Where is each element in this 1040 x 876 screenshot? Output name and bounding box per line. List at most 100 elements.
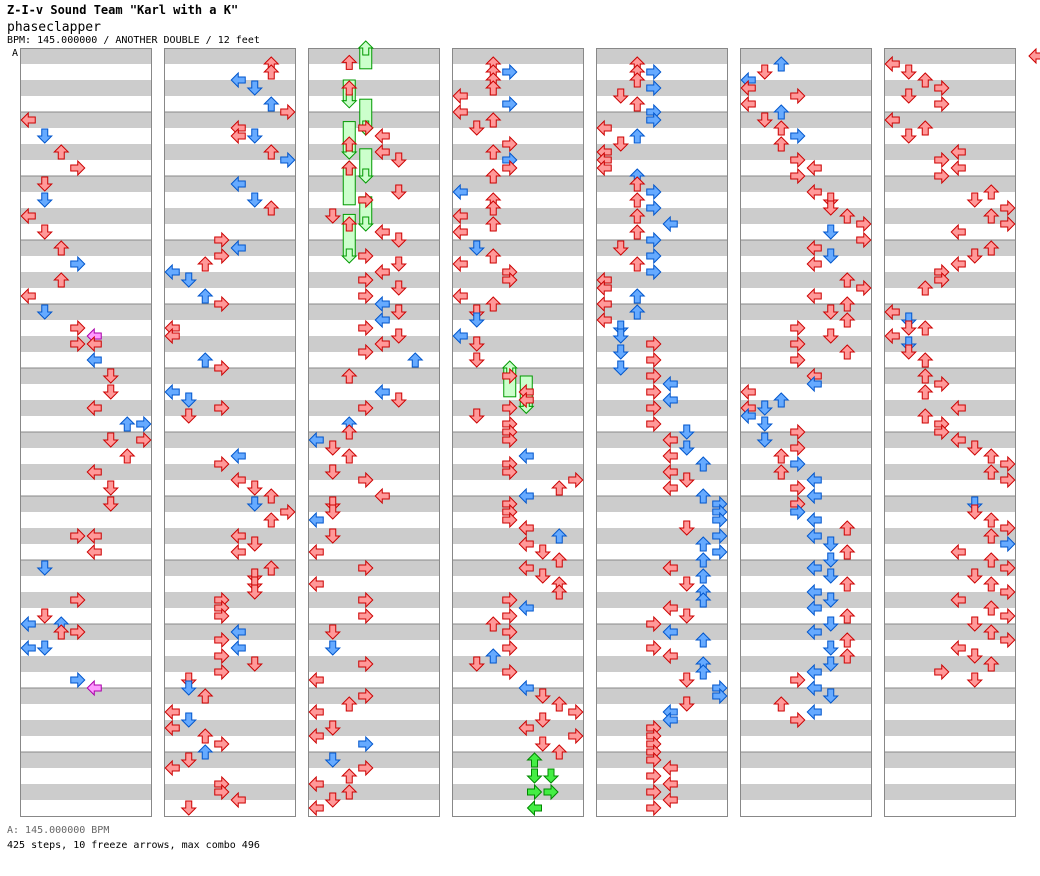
quarter-arrow	[839, 520, 856, 536]
beat-stripe	[308, 240, 440, 256]
quarter-arrow	[36, 176, 53, 192]
quarter-arrow	[197, 728, 214, 744]
quarter-arrow	[983, 528, 1000, 544]
quarter-arrow	[917, 352, 934, 368]
beat-stripe	[452, 336, 584, 352]
song-title: phaseclapper	[7, 20, 101, 35]
quarter-arrow	[900, 320, 917, 336]
beat-stripe	[596, 400, 728, 416]
beat-stripe	[740, 528, 872, 544]
beat-stripe	[596, 784, 728, 800]
eighth-arrow	[502, 95, 518, 113]
quarter-arrow	[358, 271, 374, 289]
eighth-arrow	[452, 327, 468, 345]
quarter-arrow	[246, 536, 263, 552]
beat-stripe	[308, 176, 440, 192]
quarter-arrow	[341, 424, 358, 440]
quarter-arrow	[934, 375, 950, 393]
beat-stripe	[884, 464, 1016, 480]
quarter-arrow	[983, 552, 1000, 568]
quarter-arrow	[70, 335, 86, 353]
freeze-arrow-head	[357, 168, 374, 184]
eighth-arrow	[773, 56, 790, 72]
eighth-arrow	[164, 383, 180, 401]
beat-stripe	[164, 528, 296, 544]
quarter-arrow	[678, 576, 695, 592]
beat-stripe	[452, 80, 584, 96]
eighth-arrow	[246, 128, 263, 144]
chart-column-border	[164, 48, 296, 817]
quarter-arrow	[983, 184, 1000, 200]
quarter-arrow	[358, 319, 374, 337]
quarter-arrow	[884, 327, 900, 345]
beat-stripe	[884, 48, 1016, 64]
beat-stripe	[20, 688, 152, 704]
beat-stripe	[452, 368, 584, 384]
quarter-arrow	[70, 591, 86, 609]
quarter-arrow	[773, 696, 790, 712]
beat-stripe	[596, 464, 728, 480]
green-arrow	[527, 783, 543, 801]
quarter-arrow	[839, 208, 856, 224]
eighth-arrow	[86, 351, 102, 369]
eighth-arrow	[324, 640, 341, 656]
eighth-arrow	[36, 192, 53, 208]
quarter-arrow	[662, 791, 678, 809]
quarter-arrow	[518, 559, 534, 577]
quarter-arrow	[646, 399, 662, 417]
quarter-arrow	[917, 72, 934, 88]
beat-stripe	[884, 400, 1016, 416]
quarter-arrow	[790, 87, 806, 105]
beat-stripe	[164, 80, 296, 96]
eighth-arrow	[136, 415, 152, 433]
quarter-arrow	[102, 368, 119, 384]
beat-stripe	[20, 272, 152, 288]
eighth-arrow	[230, 447, 246, 465]
quarter-arrow	[629, 192, 646, 208]
eighth-arrow	[822, 640, 839, 656]
quarter-arrow	[662, 647, 678, 665]
quarter-arrow	[983, 624, 1000, 640]
eighth-arrow	[790, 127, 806, 145]
beat-stripe	[308, 144, 440, 160]
eighth-arrow	[662, 215, 678, 233]
beat-stripe	[20, 176, 152, 192]
beat-stripe	[308, 304, 440, 320]
quarter-arrow	[646, 751, 662, 769]
quarter-arrow	[358, 471, 374, 489]
quarter-arrow	[20, 207, 36, 225]
beat-stripe	[452, 272, 584, 288]
green-arrow	[542, 768, 560, 784]
beat-stripe	[20, 720, 152, 736]
quarter-arrow	[358, 191, 374, 209]
beat-stripe	[884, 240, 1016, 256]
eighth-arrow	[612, 328, 629, 344]
quarter-arrow	[374, 335, 390, 353]
beat-stripe	[740, 720, 872, 736]
quarter-arrow	[230, 471, 246, 489]
beat-stripe	[596, 368, 728, 384]
quarter-arrow	[246, 584, 263, 600]
beat-stripe	[884, 432, 1016, 448]
beat-stripe	[740, 656, 872, 672]
beat-stripe	[596, 432, 728, 448]
eighth-arrow	[197, 352, 214, 368]
quarter-arrow	[966, 248, 983, 264]
quarter-arrow	[966, 648, 983, 664]
quarter-arrow	[485, 296, 502, 312]
beat-stripe	[596, 144, 728, 160]
quarter-arrow	[790, 319, 806, 337]
eighth-arrow	[551, 528, 568, 544]
quarter-arrow	[534, 736, 551, 752]
eighth-arrow	[695, 592, 712, 608]
eighth-arrow	[646, 79, 662, 97]
quarter-arrow	[934, 271, 950, 289]
beat-stripe	[20, 464, 152, 480]
beat-stripe	[452, 688, 584, 704]
eighth-arrow	[822, 224, 839, 240]
quarter-arrow	[263, 200, 280, 216]
quarter-arrow	[390, 328, 407, 344]
quarter-arrow	[20, 111, 36, 129]
eighth-arrow	[662, 623, 678, 641]
quarter-arrow	[502, 431, 518, 449]
